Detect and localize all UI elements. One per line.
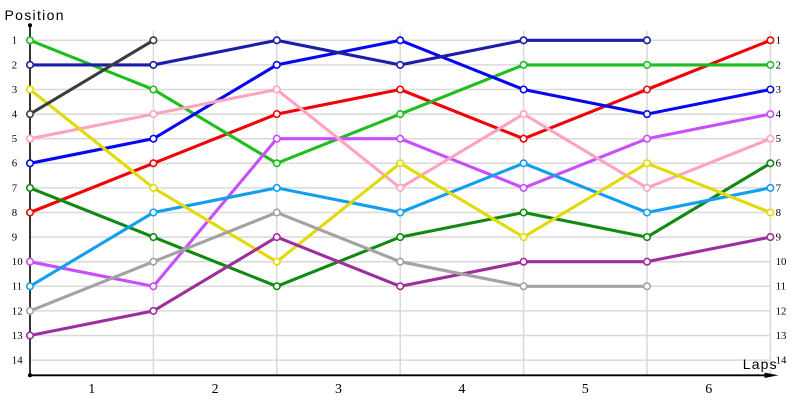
svg-text:8: 8 <box>12 207 17 219</box>
svg-text:13: 13 <box>12 330 23 342</box>
svg-text:12: 12 <box>776 305 787 317</box>
svg-text:2: 2 <box>776 59 781 71</box>
svg-text:6: 6 <box>776 158 782 170</box>
svg-text:13: 13 <box>776 330 787 342</box>
svg-text:2: 2 <box>212 382 219 397</box>
svg-text:3: 3 <box>335 382 342 397</box>
svg-text:5: 5 <box>776 133 781 145</box>
svg-text:8: 8 <box>776 207 781 219</box>
svg-text:14: 14 <box>776 355 787 367</box>
svg-text:3: 3 <box>776 84 781 96</box>
svg-text:10: 10 <box>12 256 23 268</box>
svg-text:9: 9 <box>12 232 17 244</box>
svg-text:11: 11 <box>12 281 22 293</box>
svg-text:1: 1 <box>12 35 17 47</box>
svg-text:2: 2 <box>12 59 17 71</box>
svg-text:4: 4 <box>458 382 465 397</box>
svg-text:Laps: Laps <box>743 356 777 372</box>
svg-text:4: 4 <box>776 109 782 121</box>
svg-text:1: 1 <box>776 35 781 47</box>
svg-text:7: 7 <box>776 182 782 194</box>
svg-text:5: 5 <box>12 133 17 145</box>
svg-text:10: 10 <box>776 256 787 268</box>
svg-text:4: 4 <box>12 109 18 121</box>
svg-text:7: 7 <box>12 182 18 194</box>
svg-text:6: 6 <box>705 382 712 397</box>
svg-text:5: 5 <box>582 382 589 397</box>
svg-text:11: 11 <box>776 281 786 293</box>
svg-text:6: 6 <box>12 158 18 170</box>
svg-text:12: 12 <box>12 305 23 317</box>
svg-text:3: 3 <box>12 84 17 96</box>
svg-text:9: 9 <box>776 232 781 244</box>
svg-text:Position: Position <box>5 7 64 23</box>
svg-text:1: 1 <box>88 382 95 397</box>
svg-text:14: 14 <box>12 355 23 367</box>
